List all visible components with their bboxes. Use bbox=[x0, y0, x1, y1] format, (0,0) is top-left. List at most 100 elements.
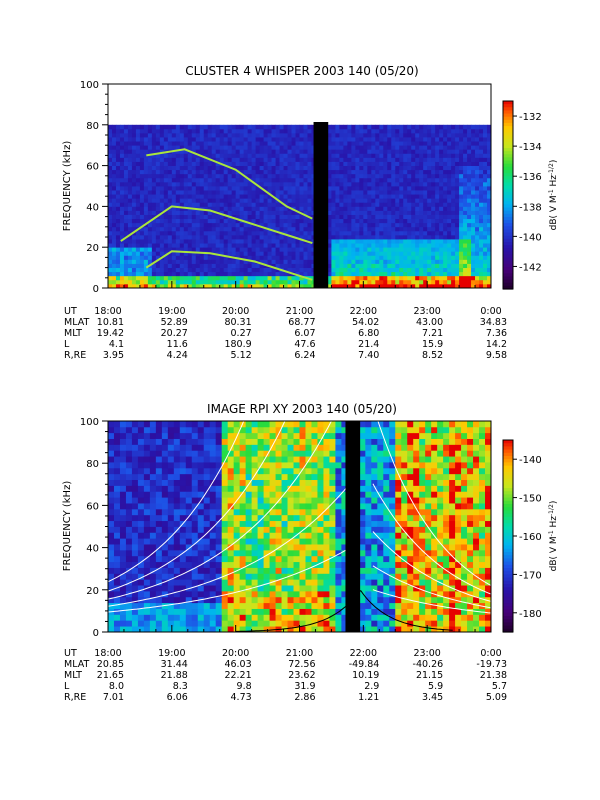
spectrogram-cell bbox=[219, 145, 225, 150]
spectrogram-cell bbox=[439, 206, 444, 211]
spectrogram-cell bbox=[255, 157, 261, 162]
spectrogram-cell bbox=[375, 137, 380, 142]
spectrogram-cell bbox=[259, 137, 264, 142]
spectrogram-cell bbox=[125, 467, 133, 475]
spectrogram-cell bbox=[159, 190, 165, 195]
spectrogram-cell bbox=[161, 579, 169, 586]
spectrogram-cell bbox=[399, 263, 404, 268]
spectrogram-cell bbox=[399, 190, 404, 195]
spectrogram-cell bbox=[161, 514, 169, 522]
spectrogram-cell bbox=[235, 271, 241, 277]
spectrogram-cell bbox=[123, 137, 129, 142]
spectrogram-cell bbox=[191, 626, 199, 632]
spectrogram-cell bbox=[259, 275, 264, 281]
spectrogram-cell bbox=[391, 271, 396, 277]
spectrogram-cell bbox=[463, 275, 468, 281]
spectrogram-cell bbox=[447, 283, 452, 288]
spectrogram-cell bbox=[287, 251, 292, 256]
spectrogram-cell bbox=[423, 137, 428, 142]
spectrogram-cell bbox=[395, 128, 400, 134]
spectrogram-cell bbox=[363, 128, 368, 134]
spectrogram-cell bbox=[431, 165, 436, 171]
spectrogram-cell bbox=[115, 275, 121, 281]
spectrogram-cell bbox=[487, 271, 491, 277]
spectrogram-cell bbox=[347, 137, 352, 142]
spectrogram-cell bbox=[131, 181, 137, 187]
spectrogram-cell bbox=[247, 145, 253, 150]
spectrogram-cell bbox=[227, 620, 235, 627]
spectrogram-cell bbox=[363, 161, 368, 166]
spectrogram-cell bbox=[251, 210, 257, 215]
spectrogram-cell bbox=[283, 198, 288, 203]
spectrogram-cell bbox=[219, 251, 225, 256]
spectrogram-cell bbox=[419, 132, 424, 138]
spectrogram-cell bbox=[231, 214, 237, 220]
spectrogram-cell bbox=[257, 432, 264, 439]
spectrogram-cell bbox=[387, 173, 392, 179]
spectrogram-cell bbox=[363, 239, 368, 244]
spectrogram-cell bbox=[135, 251, 141, 256]
spectrogram-cell bbox=[379, 149, 384, 154]
spectrogram-cell bbox=[451, 283, 456, 288]
spectrogram-cell bbox=[295, 275, 300, 281]
spectrogram-cell bbox=[173, 608, 181, 615]
spectrogram-cell bbox=[407, 157, 412, 162]
spectrogram-cell bbox=[185, 432, 193, 439]
spectrogram-cell bbox=[267, 177, 272, 183]
spectrogram-cell bbox=[327, 251, 332, 256]
spectrogram-cell bbox=[479, 157, 484, 162]
spectrogram-cell bbox=[251, 190, 257, 195]
spectrogram-cell bbox=[135, 173, 141, 179]
spectrogram-cell bbox=[231, 230, 237, 236]
spectrogram-cell bbox=[399, 218, 404, 224]
spectrogram-cell bbox=[247, 161, 253, 166]
spectrogram-cell bbox=[111, 137, 117, 142]
spectrogram-cell bbox=[227, 626, 235, 632]
spectrogram-cell bbox=[419, 206, 424, 211]
spectrogram-cell bbox=[415, 153, 420, 158]
panel2-plot-area bbox=[107, 420, 492, 633]
spectrogram-cell bbox=[443, 124, 448, 130]
spectrogram-cell bbox=[179, 602, 187, 609]
spectrogram-cell bbox=[203, 497, 211, 504]
spectrogram-cell bbox=[113, 526, 121, 533]
spectrogram-cell bbox=[263, 181, 268, 187]
spectrogram-cell bbox=[203, 620, 211, 627]
spectrogram-cell bbox=[155, 210, 161, 215]
spectrogram-cell bbox=[235, 234, 241, 240]
spectrogram-cell bbox=[443, 190, 448, 195]
spectrogram-cell bbox=[335, 124, 340, 130]
spectrogram-cell bbox=[173, 508, 181, 516]
spectrogram-cell bbox=[113, 608, 121, 615]
spectrogram-cell bbox=[247, 243, 253, 248]
spectrogram-cell bbox=[395, 169, 400, 175]
spectrogram-cell bbox=[185, 590, 193, 598]
spectrogram-cell bbox=[221, 485, 229, 492]
spectrogram-cell bbox=[185, 532, 193, 539]
spectrogram-cell bbox=[331, 161, 336, 166]
spectrogram-cell bbox=[295, 149, 300, 154]
spectrogram-cell bbox=[471, 173, 476, 179]
spectrogram-cell bbox=[383, 271, 388, 277]
spectrogram-cell bbox=[149, 421, 157, 428]
spectrogram-cell bbox=[137, 549, 145, 557]
spectrogram-cell bbox=[139, 239, 145, 244]
spectrogram-cell bbox=[185, 508, 193, 516]
spectrogram-cell bbox=[143, 247, 149, 252]
spectrogram-cell bbox=[339, 149, 344, 154]
spectrogram-cell bbox=[423, 239, 428, 244]
spectrogram-cell bbox=[197, 602, 205, 609]
spectrogram-cell bbox=[108, 222, 113, 228]
spectrogram-cell bbox=[459, 132, 464, 138]
spectrogram-cell bbox=[155, 526, 163, 533]
spectrogram-cell bbox=[327, 145, 332, 150]
spectrogram-cell bbox=[283, 239, 288, 244]
spectrogram-cell bbox=[207, 271, 213, 277]
spectrogram-cell bbox=[291, 275, 296, 281]
spectrogram-cell bbox=[303, 226, 308, 232]
spectrogram-cell bbox=[149, 544, 157, 551]
y-tick-label: 80 bbox=[86, 121, 99, 132]
spectrogram-cell bbox=[219, 186, 225, 191]
spectrogram-cell bbox=[283, 190, 288, 195]
spectrogram-cell bbox=[245, 585, 253, 592]
